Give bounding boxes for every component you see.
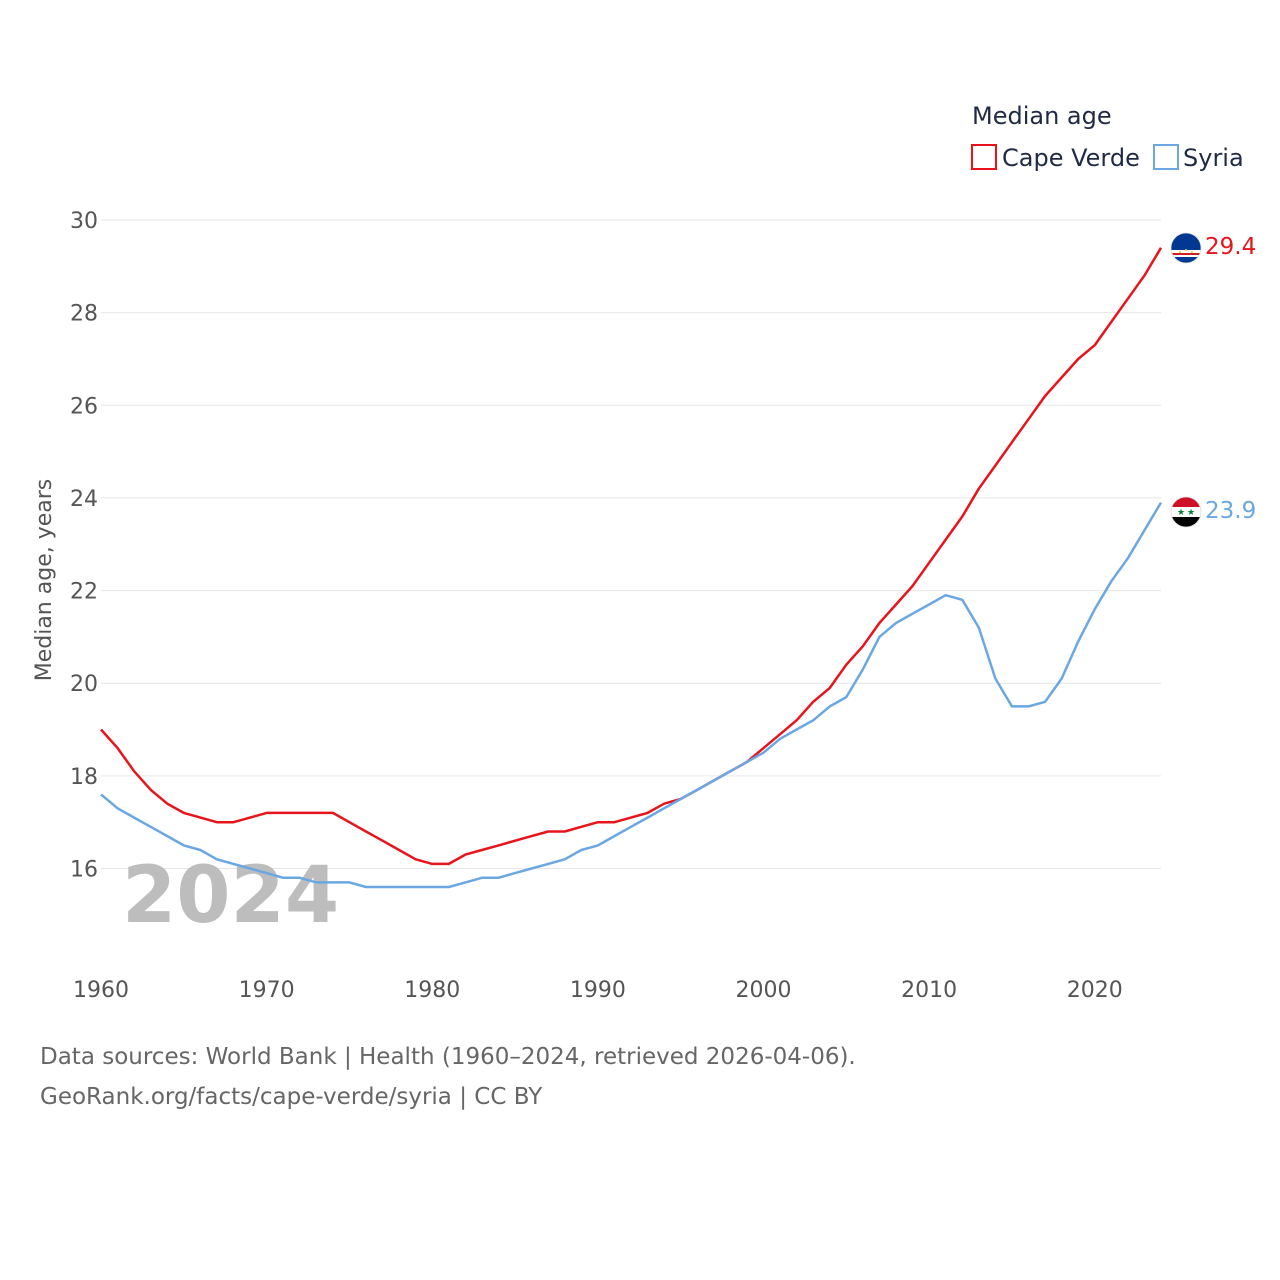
end-value-label-cape-verde: 29.4 [1205,234,1256,260]
x-tick-label: 1970 [239,978,295,1003]
y-tick-label: 30 [70,209,98,234]
year-watermark: 2024 [122,851,339,941]
x-tick-label: 2010 [901,978,957,1003]
y-tick-label: 22 [70,580,98,605]
cape-verde-flag-icon [1170,232,1202,264]
y-tick-label: 24 [70,487,98,512]
legend-item-cape-verde[interactable]: Cape Verde [971,144,1140,172]
syria-flag-icon: ★ ★ [1170,496,1202,528]
y-tick-label: 28 [70,302,98,327]
legend: Median age Cape Verde Syria [971,102,1244,172]
x-tick-label: 1990 [570,978,626,1003]
legend-label-cape-verde: Cape Verde [1002,144,1140,172]
footer-attribution[interactable]: GeoRank.org/facts/cape-verde/syria | CC … [40,1084,543,1110]
legend-swatch-cape-verde [971,144,997,170]
y-tick-label: 16 [70,858,98,883]
x-tick-label: 1960 [73,978,129,1003]
x-axis-ticks: 1960 1970 1980 1990 2000 2010 2020 [73,978,1123,1003]
series-line-syria[interactable] [100,501,1163,889]
legend-swatch-syria [1153,144,1179,170]
legend-item-syria[interactable]: Syria [1153,144,1244,172]
x-tick-label: 2020 [1067,978,1123,1003]
x-tick-label: 2000 [736,978,792,1003]
svg-text:★: ★ [1177,508,1185,518]
svg-text:★: ★ [1187,508,1195,518]
x-tick-label: 1980 [404,978,460,1003]
series-lines [100,247,1163,889]
footer-data-sources: Data sources: World Bank | Health (1960–… [40,1044,856,1070]
y-tick-label: 18 [70,765,98,790]
legend-title: Median age [972,102,1112,130]
end-value-label-syria: 23.9 [1205,498,1256,524]
series-line-cape-verde[interactable] [100,247,1163,866]
y-tick-label: 26 [70,394,98,419]
gridlines [101,219,1161,870]
y-axis-title: Median age, years [32,479,57,682]
legend-label-syria: Syria [1183,144,1244,172]
y-tick-label: 20 [70,672,98,697]
y-axis-ticks: 16 18 20 22 24 26 28 30 [70,209,98,883]
